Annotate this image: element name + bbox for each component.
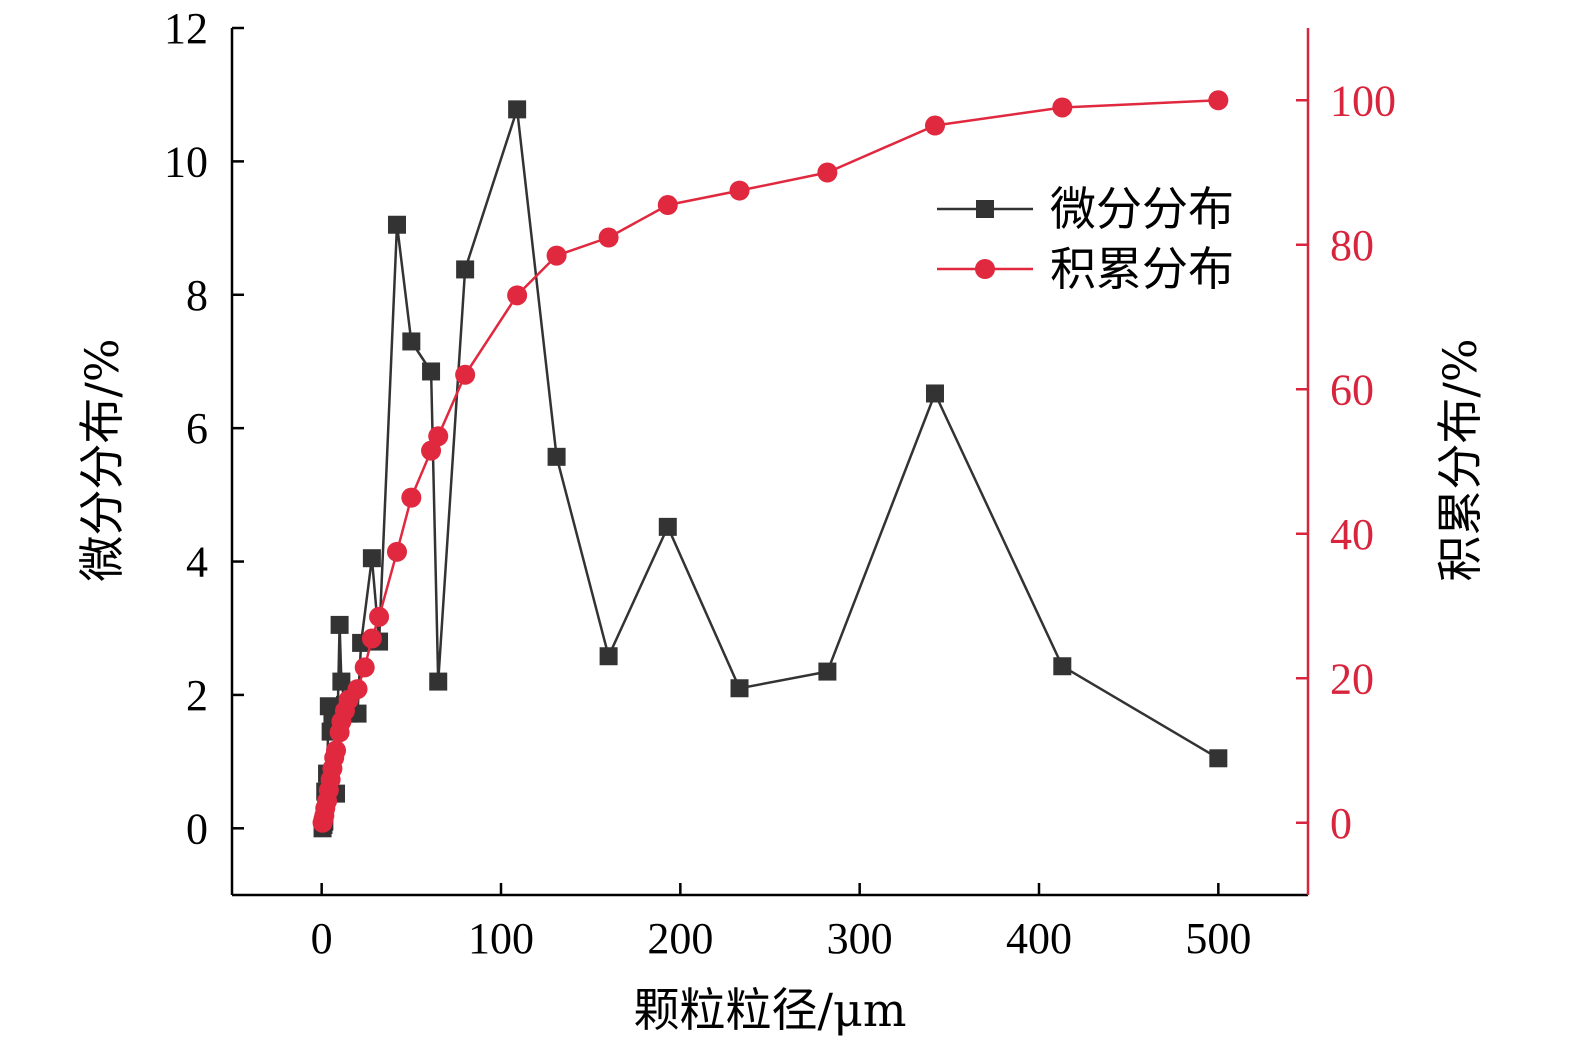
y-left-tick-label: 6 <box>186 404 208 453</box>
legend-label: 积累分布 <box>1050 242 1234 296</box>
data-point-square <box>330 615 349 634</box>
legend-entry: 微分分布 <box>937 182 1234 236</box>
data-point-square <box>332 672 351 691</box>
data-point-square <box>429 672 448 691</box>
data-point-square <box>402 332 421 351</box>
x-tick-label: 200 <box>647 914 713 963</box>
data-point-square <box>658 517 677 536</box>
x-axis-title: 颗粒粒径/μm <box>633 983 906 1037</box>
data-point-circle <box>507 285 528 306</box>
data-point-square <box>925 384 944 403</box>
data-point-circle <box>326 740 347 761</box>
data-point-circle <box>428 426 449 447</box>
data-point-square <box>422 362 441 381</box>
series-layer <box>312 90 1229 838</box>
data-point-square <box>1209 749 1228 768</box>
data-point-square <box>818 662 837 681</box>
data-point-circle <box>924 115 945 136</box>
data-point-circle <box>729 180 750 201</box>
y-left-tick-label: 12 <box>164 4 208 53</box>
x-tick-label: 0 <box>311 914 333 963</box>
data-point-circle <box>657 195 678 216</box>
data-point-square <box>456 260 475 279</box>
y-right-tick-label: 100 <box>1330 76 1396 125</box>
data-point-square <box>1053 657 1072 676</box>
y-axis-right-title: 积累分布/% <box>1433 338 1487 581</box>
y-right-tick-label: 40 <box>1330 510 1374 559</box>
data-point-square <box>730 679 749 698</box>
data-point-square <box>362 549 381 568</box>
legend-marker-circle <box>975 259 995 279</box>
data-point-circle <box>1052 97 1073 118</box>
y-axis-left-title: 微分分布/% <box>75 338 129 581</box>
y-right-tick-label: 60 <box>1330 365 1374 414</box>
x-tick-label: 400 <box>1006 914 1072 963</box>
data-point-circle <box>1208 90 1229 111</box>
y-left-tick-label: 4 <box>186 538 208 587</box>
data-point-circle <box>361 628 382 649</box>
data-point-circle <box>598 227 619 248</box>
data-point-square <box>547 447 566 466</box>
data-point-circle <box>401 487 422 508</box>
y-left-tick-label: 10 <box>164 137 208 186</box>
y-left-tick-label: 2 <box>186 671 208 720</box>
legend-entry: 积累分布 <box>937 242 1234 296</box>
y-right-tick-label: 20 <box>1330 654 1374 703</box>
y-right-tick-label: 80 <box>1330 221 1374 270</box>
y-right-tick-label: 0 <box>1330 799 1352 848</box>
data-point-square <box>387 215 406 234</box>
data-point-circle <box>347 679 368 700</box>
x-tick-label: 300 <box>827 914 893 963</box>
legend-label: 微分分布 <box>1050 182 1234 236</box>
data-point-circle <box>354 657 375 678</box>
data-point-circle <box>369 606 390 627</box>
data-point-circle <box>455 364 476 385</box>
data-point-square <box>599 647 618 666</box>
axes: 0 100 200 300 400 500 0 2 4 6 8 10 12 0 20 40 60 80 100 <box>164 4 1396 963</box>
data-point-square <box>508 100 527 119</box>
data-point-circle <box>546 245 567 266</box>
data-point-circle <box>386 541 407 562</box>
data-point-circle <box>817 162 838 183</box>
x-tick-label: 500 <box>1185 914 1251 963</box>
legend-marker-square <box>976 200 994 218</box>
y-left-tick-label: 8 <box>186 271 208 320</box>
x-tick-label: 100 <box>468 914 534 963</box>
cumulative-series <box>312 90 1229 833</box>
y-left-tick-label: 0 <box>186 804 208 853</box>
